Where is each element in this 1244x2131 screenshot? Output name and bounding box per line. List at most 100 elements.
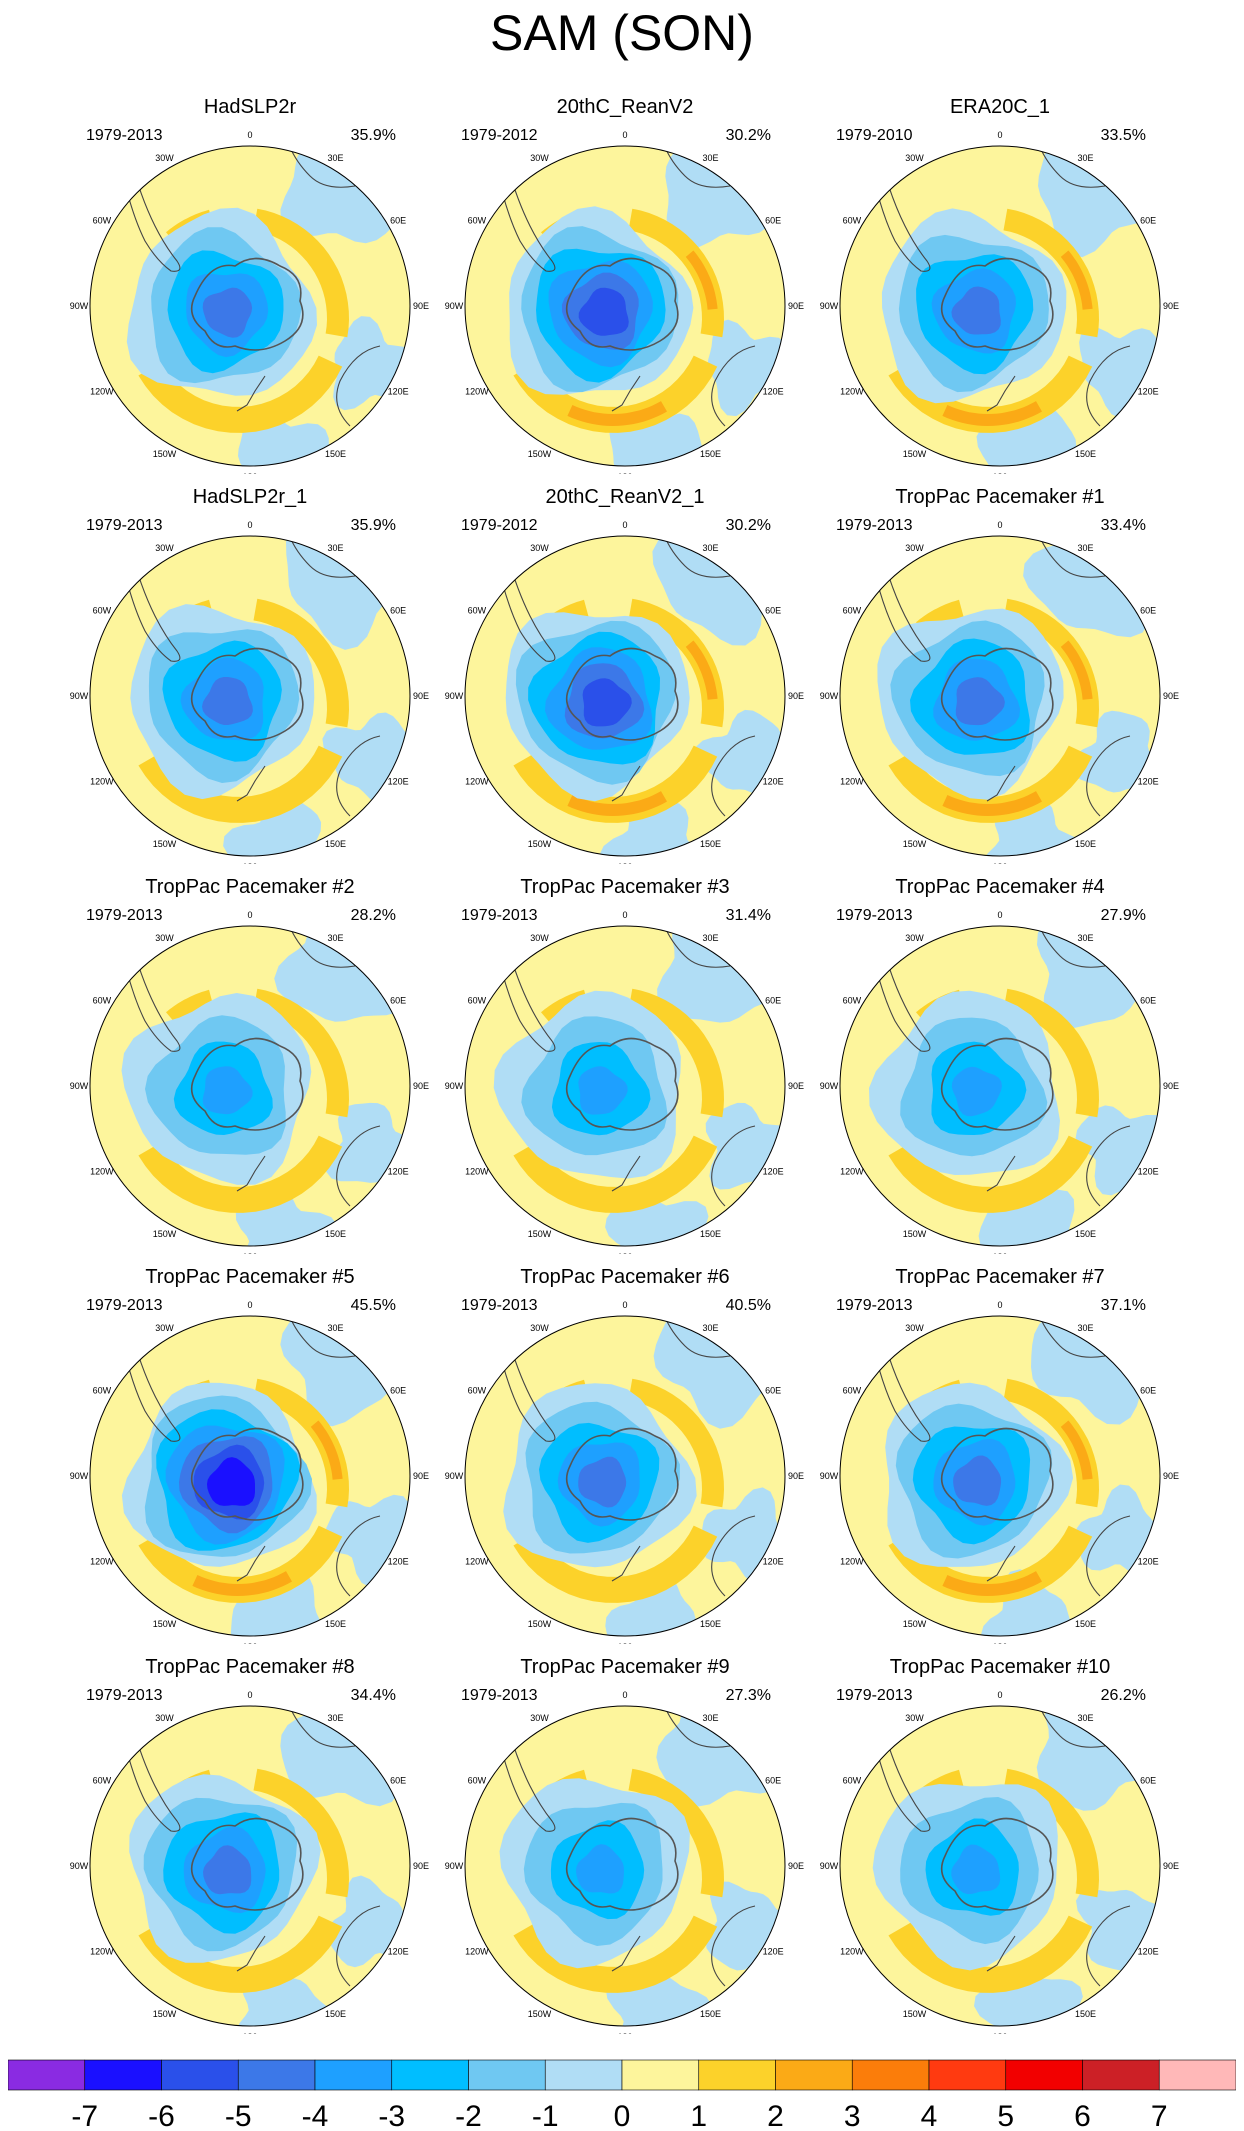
longitude-label: 150E — [1075, 449, 1096, 459]
longitude-label: 90W — [820, 691, 839, 701]
longitude-label: 0 — [622, 910, 627, 920]
positive-anomaly-ring — [513, 355, 718, 433]
longitude-label: 150W — [903, 1619, 927, 1629]
positive-anomaly-ring — [888, 1525, 1093, 1603]
africa-coastline — [1034, 146, 1106, 188]
positive-anomaly-ring — [138, 1915, 343, 1993]
australia-coastline — [336, 345, 381, 427]
panel-variance-percent: 28.2% — [350, 907, 396, 924]
positive-anomaly-ring — [138, 1135, 343, 1213]
map-panel: 20thC_ReanV2_1 0 30E 60E 90E 120E 150E 180 150W 1… — [445, 486, 805, 866]
panel-title: TropPac Pacemaker #5 — [145, 1266, 355, 1288]
africa-coastline — [659, 536, 731, 578]
longitude-label: 120W — [90, 1557, 114, 1567]
longitude-label: 0 — [997, 1300, 1002, 1310]
polar-map: 0 30E 60E 90E 120E 150E 180 150W 120W 90W 60W 30W — [445, 910, 804, 1254]
negative-anomaly-core — [203, 1845, 252, 1895]
longitude-label: 150E — [700, 449, 721, 459]
colorbar-swatch — [1005, 2059, 1083, 2091]
positive-anomaly-ring — [253, 208, 349, 338]
polar-map: 0 30E 60E 90E 120E 150E 180 150W 120W 90W 60W 30W — [70, 1690, 429, 2034]
longitude-label: 180 — [992, 2032, 1007, 2034]
panel-period: 1979-2013 — [461, 907, 538, 924]
negative-anomaly-outer — [605, 1568, 699, 1636]
longitude-label: 60E — [390, 606, 406, 616]
longitude-label: 90E — [788, 1861, 804, 1871]
longitude-label: 0 — [247, 520, 252, 530]
longitude-label: 30E — [702, 1323, 718, 1333]
negative-anomaly-core — [951, 1844, 1001, 1895]
longitude-label: 90W — [820, 1081, 839, 1091]
longitude-label: 30E — [702, 543, 718, 553]
negative-anomaly-core — [202, 677, 253, 725]
africa-coastline — [1034, 926, 1106, 968]
panel-period: 1979-2012 — [461, 127, 538, 144]
longitude-label: 120E — [388, 1557, 409, 1567]
longitude-label: 30W — [155, 543, 174, 553]
longitude-label: 60W — [843, 1776, 862, 1786]
africa-coastline — [284, 1316, 356, 1358]
panel-period: 1979-2013 — [836, 1297, 913, 1314]
positive-anomaly-ring — [888, 1915, 1093, 1993]
negative-anomaly-outer — [974, 1974, 1083, 2026]
positive-anomaly-ring — [138, 355, 343, 433]
antarctica-coastline — [940, 1817, 1054, 1911]
longitude-label: 0 — [622, 520, 627, 530]
new-zealand-coastline — [611, 1155, 641, 1192]
longitude-label: 90W — [445, 1471, 464, 1481]
colorbar-swatch — [8, 2059, 86, 2091]
map-border — [464, 1315, 786, 1637]
longitude-label: 0 — [247, 130, 252, 140]
panel-variance-percent: 35.9% — [350, 517, 396, 534]
longitude-label: 30W — [530, 1713, 549, 1723]
map-border — [839, 1705, 1161, 2027]
colorbar-swatch — [775, 2059, 853, 2091]
longitude-label: 30E — [327, 1323, 343, 1333]
longitude-label: 120E — [1138, 1947, 1159, 1957]
longitude-label: 150E — [1075, 1229, 1096, 1239]
positive-anomaly-ring — [1003, 988, 1099, 1118]
longitude-label: 150E — [1075, 1619, 1096, 1629]
panel-period: 1979-2013 — [836, 907, 913, 924]
longitude-label: 120W — [465, 1557, 489, 1567]
longitude-label: 30W — [905, 1323, 924, 1333]
map-panel: TropPac Pacemaker #3 0 30E 60E 90E 120E 150E 18… — [445, 876, 805, 1256]
positive-anomaly-ring — [138, 1525, 343, 1603]
negative-anomaly-outer — [599, 795, 708, 856]
map-panel: TropPac Pacemaker #1 0 30E 60E 90E 120E 150E 18… — [820, 486, 1180, 866]
negative-anomaly-outer — [707, 319, 785, 417]
south-america-coastline — [119, 545, 181, 662]
map-border — [464, 145, 786, 467]
longitude-label: 90W — [820, 1471, 839, 1481]
longitude-label: 60E — [390, 996, 406, 1006]
map-border — [89, 1315, 411, 1637]
positive-anomaly-ring — [888, 745, 1093, 823]
australia-coastline — [1086, 1905, 1131, 1987]
polar-map: 0 30E 60E 90E 120E 150E 180 150W 120W 90W 60W 30W — [445, 1690, 804, 2034]
negative-anomaly-core — [202, 1066, 253, 1115]
longitude-label: 120E — [1138, 1557, 1159, 1567]
longitude-label: 120W — [90, 1947, 114, 1957]
panel-variance-percent: 33.4% — [1100, 517, 1146, 534]
positive-anomaly-ring — [888, 355, 1093, 433]
longitude-label: 60W — [468, 606, 487, 616]
south-america-coastline — [119, 155, 181, 272]
longitude-label: 180 — [242, 862, 257, 864]
polar-map: 0 30E 60E 90E 120E 150E 180 150W 120W 90W 60W 30W — [445, 1300, 804, 1644]
positive-anomaly-ring — [567, 401, 667, 426]
longitude-label: 90E — [1163, 1081, 1179, 1091]
longitude-label: 90W — [70, 301, 89, 311]
panel-period: 1979-2013 — [86, 907, 163, 924]
longitude-label: 90W — [70, 1081, 89, 1091]
longitude-label: 0 — [247, 910, 252, 920]
map-border — [464, 925, 786, 1247]
south-america-coastline — [869, 155, 931, 272]
colorbar-tick-label: 0 — [614, 2100, 631, 2130]
antarctica-coastline — [190, 257, 304, 351]
map-border — [839, 1315, 1161, 1637]
africa-coastline — [284, 926, 356, 968]
longitude-label: 150E — [325, 1619, 346, 1629]
longitude-label: 150E — [325, 1229, 346, 1239]
colorbar-swatch — [161, 2059, 239, 2091]
longitude-label: 60E — [765, 996, 781, 1006]
